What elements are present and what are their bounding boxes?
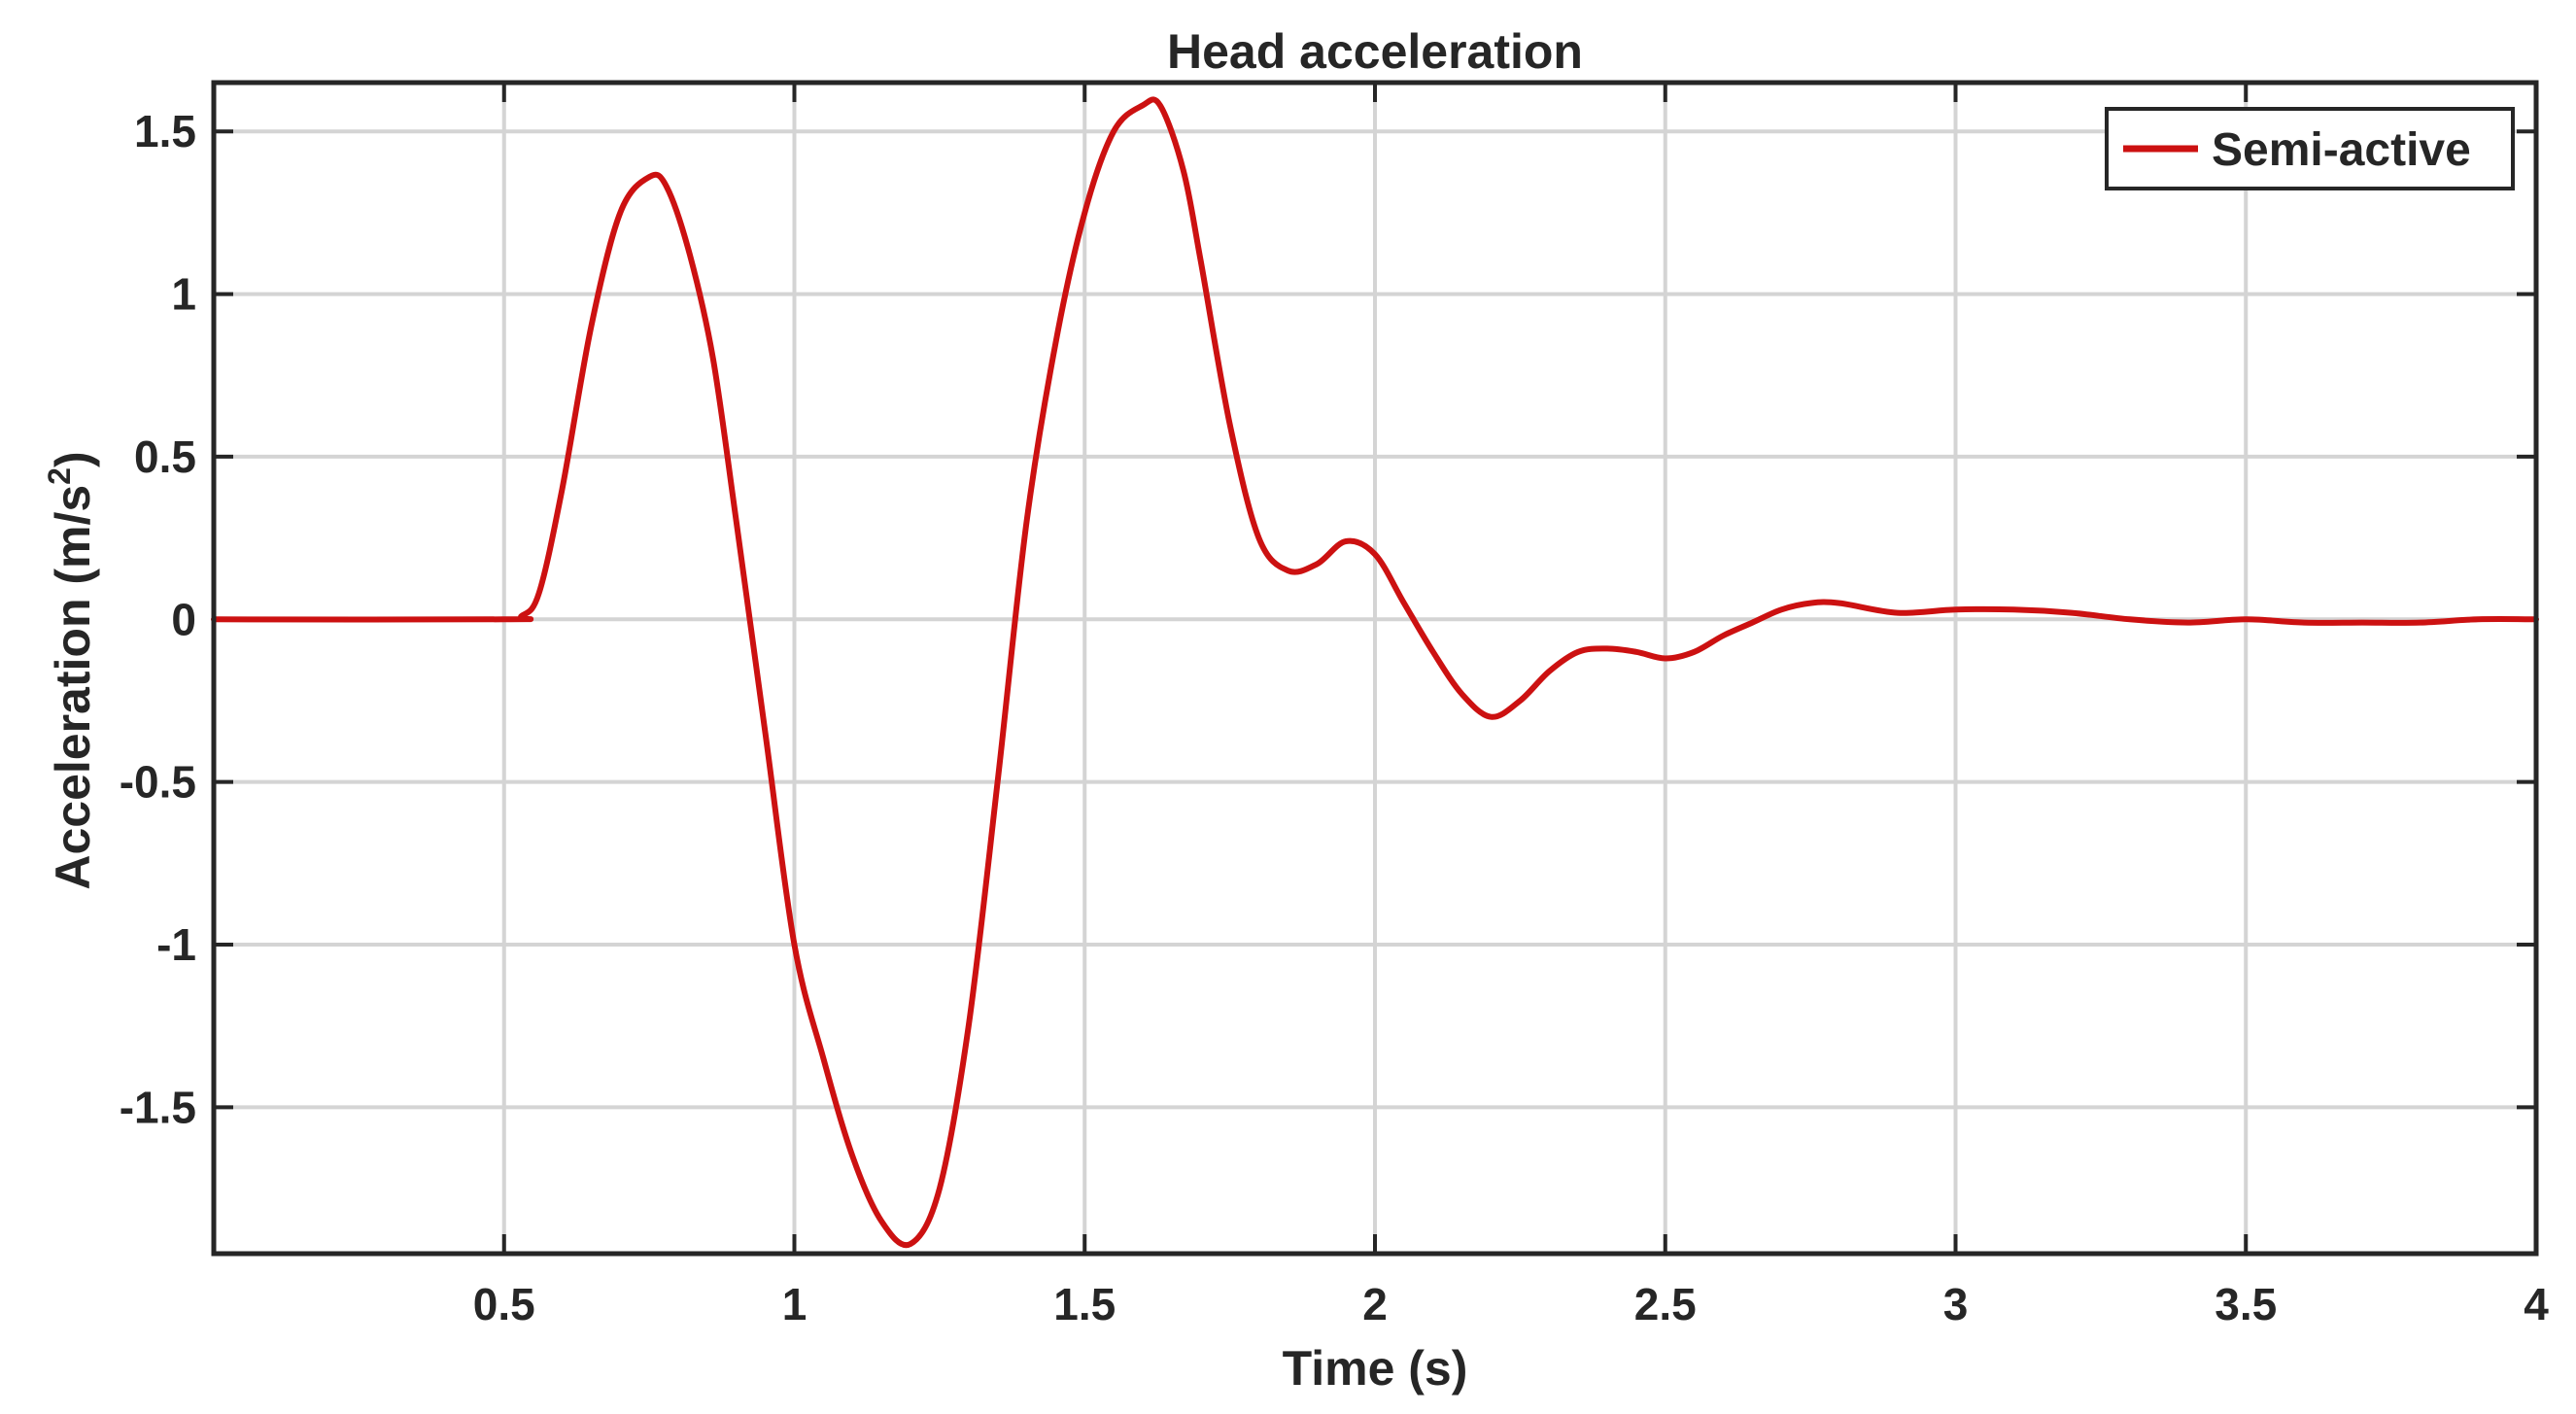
x-tick-label: 2 [1362,1279,1388,1329]
y-axis-label-main: Acceleration (m/s [46,485,100,890]
legend: Semi-active [2105,107,2515,190]
x-tick-label: 0.5 [473,1279,535,1329]
series-layer [211,96,2539,1249]
grid-lines [214,83,2536,1254]
x-tick-label: 1 [782,1279,807,1329]
chart-title: Head acceleration [1167,24,1583,79]
y-tick-label: -0.5 [120,757,196,808]
y-tick-label: 1 [171,269,196,320]
y-tick-label: -1 [156,919,196,970]
legend-label-semi-active: Semi-active [2212,124,2471,176]
x-tick-label: 1.5 [1053,1279,1116,1329]
x-tick-label: 2.5 [1634,1279,1697,1329]
x-tick-label: 3 [1943,1279,1969,1329]
y-tick-label: 0 [171,594,196,644]
x-tick-label: 4 [2524,1279,2549,1329]
y-tick-label: 1.5 [134,106,196,156]
x-axis-label: Time (s) [1283,1341,1468,1396]
y-axis-label-suffix: ) [46,451,100,467]
axes-frame [211,80,2539,1257]
y-axis-label: Acceleration (m/s2) [42,451,100,889]
x-tick-label: 3.5 [2215,1279,2277,1329]
y-tick-label: -1.5 [120,1082,196,1132]
x-tick-labels: 0.5 1 1.5 2 2.5 3 3.5 4 [473,1279,2549,1329]
y-tick-label: 0.5 [134,431,196,482]
y-tick-labels: 1.5 1 0.5 0 -0.5 -1 -1.5 [120,106,196,1132]
series-line-semi-active [211,96,2539,1249]
y-axis-label-superscript: 2 [42,467,77,485]
